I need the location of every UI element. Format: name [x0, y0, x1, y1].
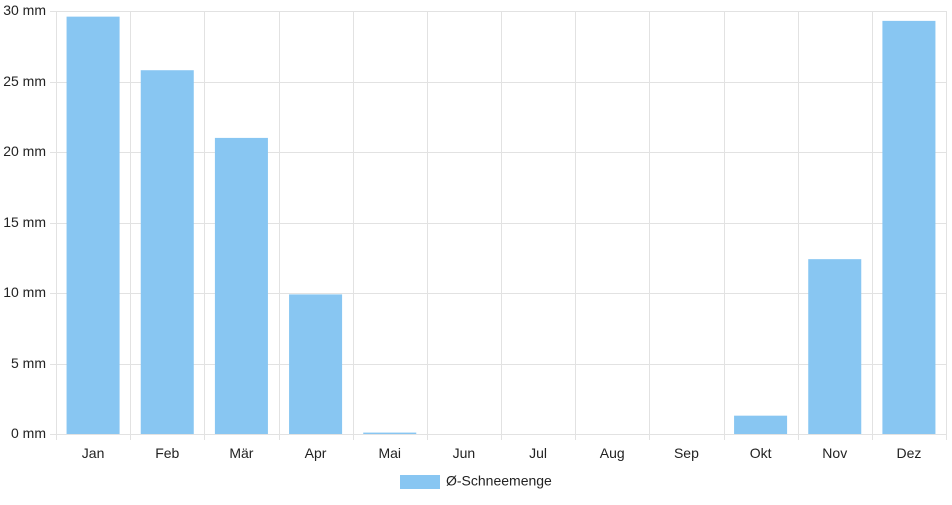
grid-layer [50, 11, 947, 440]
bar-feb[interactable] [140, 70, 194, 434]
x-tick-label: Jan [82, 445, 105, 461]
x-tick-label: Jul [529, 445, 547, 461]
y-tick-label: 0 mm [11, 425, 46, 441]
legend[interactable]: Ø-Schneemenge [400, 473, 552, 489]
bar-mai[interactable] [363, 432, 417, 434]
x-axis-ticks: Jan Feb Mär Apr Mai Jun Jul Aug Sep Okt Nov Dez [82, 445, 922, 461]
bar-mär[interactable] [214, 137, 268, 434]
bar-apr[interactable] [289, 294, 343, 434]
x-tick-label: Nov [822, 445, 847, 461]
x-tick-label: Mär [229, 445, 253, 461]
y-tick-label: 25 mm [3, 73, 46, 89]
x-tick-label: Apr [305, 445, 327, 461]
legend-label[interactable]: Ø-Schneemenge [446, 473, 552, 489]
y-axis-ticks: 0 mm 5 mm 10 mm 15 mm 20 mm 25 mm 30 mm [3, 2, 46, 441]
x-tick-label: Mai [378, 445, 401, 461]
y-tick-label: 5 mm [11, 355, 46, 371]
x-tick-label: Aug [600, 445, 625, 461]
bar-dez[interactable] [882, 20, 936, 435]
y-tick-label: 30 mm [3, 2, 46, 18]
bar-okt[interactable] [734, 415, 788, 434]
bars-layer [66, 16, 936, 435]
y-tick-label: 15 mm [3, 214, 46, 230]
x-tick-label: Okt [750, 445, 772, 461]
legend-swatch[interactable] [400, 475, 440, 489]
x-tick-label: Dez [896, 445, 921, 461]
x-tick-label: Sep [674, 445, 699, 461]
y-tick-label: 20 mm [3, 143, 46, 159]
bar-nov[interactable] [808, 259, 862, 434]
y-tick-label: 10 mm [3, 284, 46, 300]
x-tick-label: Feb [155, 445, 179, 461]
x-tick-label: Jun [453, 445, 476, 461]
bar-jan[interactable] [66, 16, 120, 434]
